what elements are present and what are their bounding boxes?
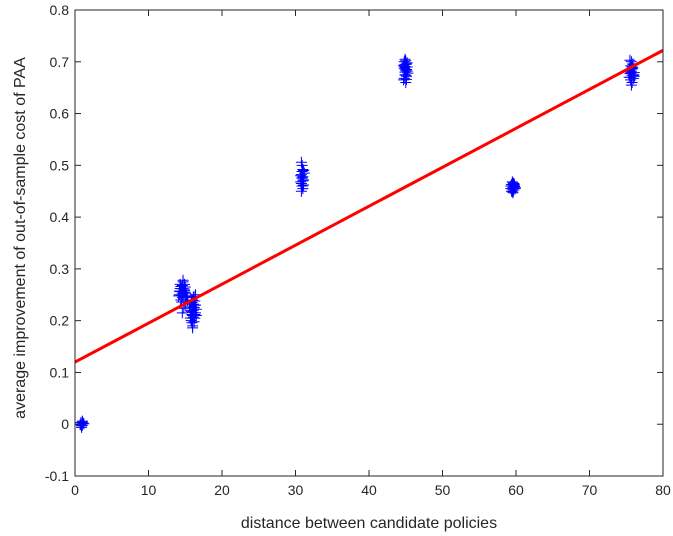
- x-tick-label: 30: [288, 482, 304, 498]
- scatter-point: [295, 156, 307, 168]
- scatter-point: [186, 317, 198, 329]
- scatter-point: [187, 322, 199, 334]
- x-tick-label: 80: [655, 482, 671, 498]
- scatter-point: [625, 67, 637, 79]
- scatter-point: [187, 311, 199, 323]
- y-tick-label: 0: [61, 416, 69, 432]
- scatter-point: [184, 302, 196, 314]
- y-tick-label: 0.3: [50, 261, 70, 277]
- x-tick-label: 50: [435, 482, 451, 498]
- y-tick-label: 0.4: [50, 209, 70, 225]
- y-tick-label: -0.1: [45, 468, 69, 484]
- scatter-point: [75, 417, 87, 429]
- axes-box: [74, 9, 664, 477]
- scatter-point: [505, 180, 517, 192]
- scatter-point: [179, 283, 191, 295]
- scatter-point: [188, 301, 200, 313]
- scatter-point: [296, 172, 308, 184]
- scatter-point: [179, 286, 191, 298]
- scatter-point: [628, 70, 640, 82]
- x-tick-label: 10: [141, 482, 157, 498]
- scatter-point: [295, 169, 307, 181]
- scatter-point: [187, 306, 199, 318]
- y-tick-label: 0.1: [50, 364, 70, 380]
- scatter-point: [400, 73, 412, 85]
- y-tick-label: 0.7: [50, 54, 70, 70]
- x-tick-label: 70: [582, 482, 598, 498]
- scatter-point: [400, 58, 412, 70]
- scatter-point: [180, 291, 192, 303]
- scatter-point: [625, 79, 637, 91]
- scatter-point: [297, 163, 309, 175]
- scatter-point: [507, 182, 519, 194]
- scatter-point: [190, 299, 202, 311]
- x-tick-label: 20: [214, 482, 230, 498]
- scatter-point: [400, 55, 412, 67]
- scatter-point: [189, 308, 201, 320]
- y-tick-label: 0.2: [50, 313, 70, 329]
- x-tick-label: 60: [508, 482, 524, 498]
- scatter-point: [76, 419, 88, 431]
- fit-line: [75, 49, 663, 364]
- y-tick-label: 0.8: [50, 2, 70, 18]
- plot-area: [74, 49, 663, 433]
- scatter-point: [298, 179, 310, 191]
- y-tick-label: 0.6: [50, 106, 70, 122]
- x-axis-label: distance between candidate policies: [241, 515, 497, 532]
- axes: 0 10 20 30 40 50 60 70 80-0.100.10.20.30.40.50.6…: [45, 2, 671, 498]
- y-axis-label: average improvement of out-of-sample cos…: [12, 57, 29, 419]
- scatter-point: [176, 307, 188, 319]
- x-tick-label: 40: [361, 482, 377, 498]
- y-tick-label: 0.5: [50, 157, 70, 173]
- scatter-point: [398, 72, 410, 84]
- x-tick-label: 0: [71, 482, 79, 498]
- scatter-point: [78, 418, 90, 430]
- scatter-point: [399, 60, 411, 72]
- scatter-point: [624, 54, 636, 66]
- scatter-point: [177, 274, 189, 286]
- scatter-point: [401, 65, 413, 77]
